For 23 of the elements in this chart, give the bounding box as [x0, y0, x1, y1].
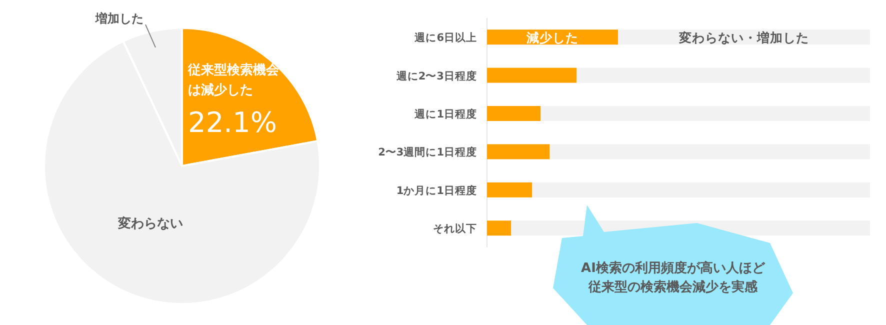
bar — [487, 68, 577, 83]
y-tick-label: 週に1日程度 — [414, 108, 477, 120]
bar — [540, 106, 870, 121]
text: 従来型の検索機会減少を実感 — [588, 279, 758, 295]
bar — [487, 106, 541, 121]
data-label: 22.1% — [188, 106, 277, 139]
bar — [550, 144, 870, 160]
series-label: 減少した — [525, 30, 578, 46]
y-tick-label: それ以下 — [433, 222, 477, 236]
text: AI検索の利用頻度が高い人ほど — [581, 260, 766, 276]
bar — [487, 182, 532, 198]
bar — [487, 144, 550, 160]
y-tick-label: 1か月に1日程度 — [396, 184, 477, 197]
y-tick-label: 週に6日以上 — [414, 31, 477, 44]
series-label: 変わらない・増加した — [678, 30, 809, 46]
bar — [487, 220, 512, 236]
slice-label: 増加した — [94, 12, 144, 26]
slice-label: 変わらない — [116, 215, 183, 232]
bar — [532, 182, 870, 198]
bar — [576, 68, 870, 83]
y-tick-label: 2〜3週間に1日程度 — [378, 146, 477, 159]
y-tick-label: 週に2〜3日程度 — [395, 69, 477, 82]
slice-label: 従来型検索機会は減少した — [187, 62, 280, 98]
